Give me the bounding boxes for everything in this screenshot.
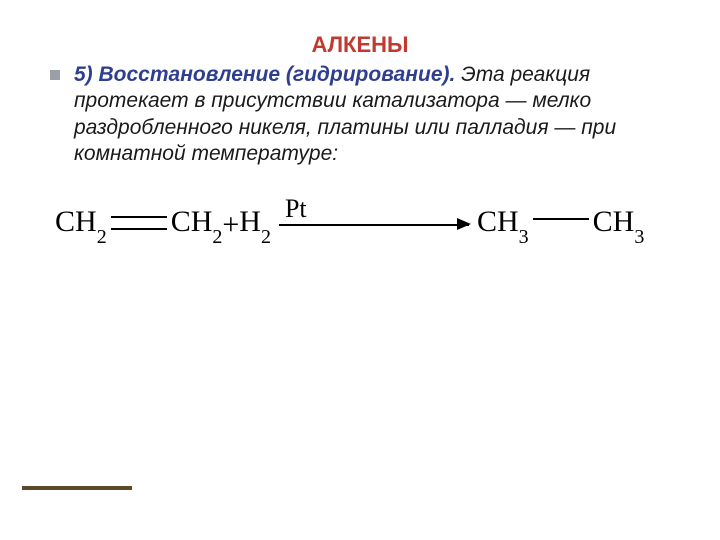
ch-text: CH <box>171 205 213 238</box>
product-ch3-right: CH3 <box>593 205 645 244</box>
h-text: H <box>239 205 261 238</box>
reagent-ch2-left: CH2 <box>55 205 107 244</box>
slide: АЛКЕНЫ 5) Восстановление (гидрирование).… <box>0 0 720 540</box>
sub-3: 3 <box>634 226 644 248</box>
sub-2: 2 <box>261 226 271 248</box>
arrow-line <box>279 224 469 226</box>
sub-2: 2 <box>212 226 222 248</box>
sub-3: 3 <box>519 226 529 248</box>
slide-title: АЛКЕНЫ <box>0 32 720 58</box>
bullet-icon <box>50 70 60 80</box>
ch-text: CH <box>477 205 519 238</box>
reaction-arrow: Pt <box>279 224 469 226</box>
catalyst-label: Pt <box>285 194 307 224</box>
accent-bar <box>22 486 132 490</box>
chemical-equation: CH2 CH2 + H2 Pt CH3 CH3 <box>55 205 680 275</box>
product-ch3-left: CH3 <box>477 205 529 244</box>
bullet-row: 5) Восстановление (гидрирование). Эта ре… <box>50 62 680 167</box>
reagent-ch2-right: CH2 <box>171 205 223 244</box>
ch-text: CH <box>593 205 635 238</box>
reagent-h2: H2 <box>239 205 271 244</box>
arrow-head-icon <box>457 218 471 230</box>
ch-text: CH <box>55 205 97 238</box>
body-text: 5) Восстановление (гидрирование). Эта ре… <box>74 62 680 167</box>
body-lead: 5) Восстановление (гидрирование). <box>74 63 455 86</box>
equation-row: CH2 CH2 + H2 Pt CH3 CH3 <box>55 205 680 244</box>
single-bond <box>533 218 589 220</box>
double-bond <box>111 216 167 230</box>
sub-2: 2 <box>97 226 107 248</box>
plus-sign: + <box>222 208 239 242</box>
